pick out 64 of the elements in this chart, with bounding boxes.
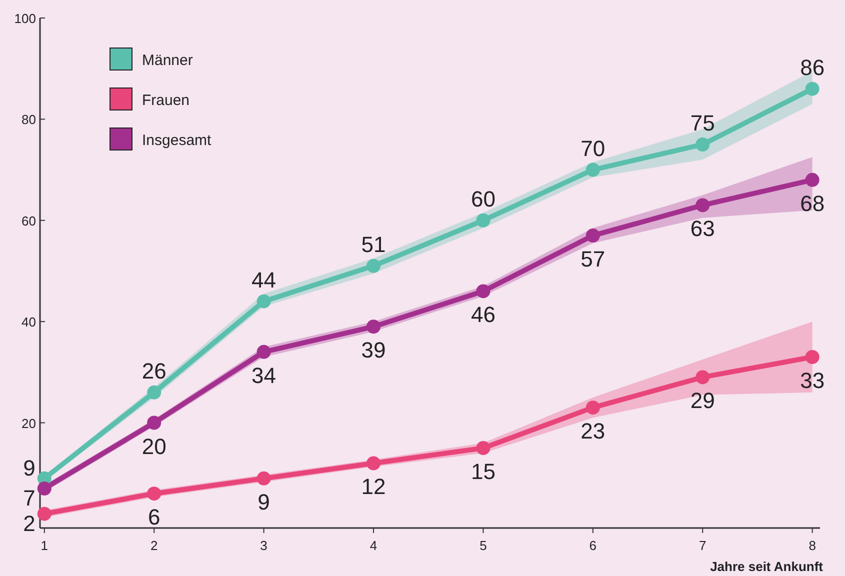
data-label: 9	[23, 455, 36, 480]
data-label: 7	[23, 486, 36, 511]
data-label: 33	[800, 368, 825, 393]
x-tick-label: 7	[699, 538, 706, 553]
legend-label: Frauen	[142, 92, 190, 109]
point	[147, 486, 162, 501]
x-tick-label: 1	[40, 538, 48, 553]
point	[586, 400, 600, 415]
point	[37, 506, 52, 521]
point	[476, 284, 490, 298]
y-tick-label: 20	[22, 416, 36, 431]
point	[366, 320, 380, 334]
data-label: 2	[23, 510, 36, 536]
data-label: 26	[142, 358, 166, 384]
y-tick-label: 40	[22, 314, 36, 330]
x-tick-label: 8	[808, 538, 816, 553]
y-tick-label: 60	[22, 213, 36, 228]
data-label: 23	[580, 418, 606, 444]
point	[256, 471, 271, 486]
point	[586, 228, 600, 243]
y-tick-label: 80	[22, 112, 36, 128]
point	[476, 213, 490, 228]
data-label: 70	[580, 136, 606, 161]
point	[805, 172, 820, 187]
data-label: 15	[470, 459, 496, 484]
point	[147, 385, 162, 400]
data-label: 51	[361, 232, 386, 257]
data-label: 9	[258, 489, 270, 514]
point	[476, 441, 490, 456]
y-tick-label: 100	[14, 11, 36, 26]
data-label: 75	[690, 110, 715, 136]
x-tick-label: 4	[370, 538, 378, 553]
data-label: 60	[470, 186, 496, 212]
x-tick-label: 5	[480, 538, 487, 553]
point	[37, 482, 52, 496]
data-label: 86	[800, 54, 825, 80]
data-label: 6	[148, 504, 160, 530]
point	[696, 198, 710, 212]
x-axis-title: Jahre seit Ankunft	[710, 559, 824, 574]
data-label: 46	[470, 302, 496, 328]
data-label: 63	[690, 216, 715, 242]
point	[366, 258, 380, 273]
point	[805, 350, 820, 364]
point	[366, 456, 380, 470]
data-label: 39	[361, 338, 386, 363]
legend-label: Männer	[142, 52, 193, 69]
x-tick-label: 2	[150, 538, 158, 553]
data-label: 29	[690, 388, 715, 414]
legend-label: Insgesamt	[142, 132, 212, 149]
data-label: 34	[252, 362, 276, 388]
point	[805, 82, 820, 96]
point	[696, 370, 710, 384]
x-tick-label: 3	[260, 538, 268, 553]
data-label: 68	[800, 190, 825, 216]
data-label: 12	[361, 474, 386, 500]
point	[256, 344, 271, 359]
point	[586, 162, 600, 177]
point	[696, 137, 710, 152]
point	[256, 294, 271, 308]
data-label: 57	[580, 246, 606, 272]
x-tick-label: 6	[589, 538, 597, 553]
point	[147, 416, 162, 430]
data-label: 20	[142, 434, 166, 459]
data-label: 44	[252, 267, 276, 292]
